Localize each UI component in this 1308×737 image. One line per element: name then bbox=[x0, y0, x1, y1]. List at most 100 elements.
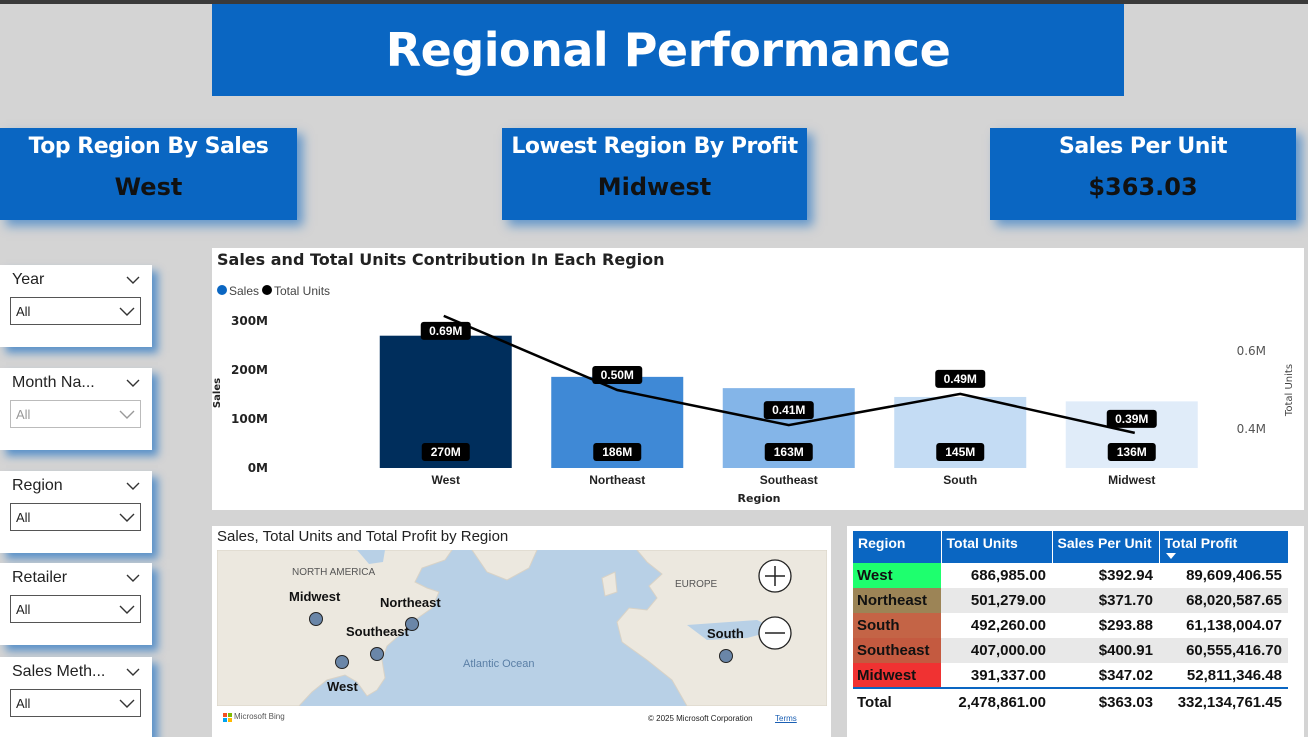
y2-tick-label: 0.4M bbox=[1237, 422, 1266, 436]
slicer-dropdown[interactable]: All bbox=[10, 297, 141, 325]
map-landmass-greenland bbox=[471, 550, 538, 581]
chevron-down-icon[interactable] bbox=[126, 479, 140, 493]
data-label-bg bbox=[1107, 443, 1156, 461]
chevron-down-icon[interactable] bbox=[126, 376, 140, 390]
sort-descending-icon bbox=[1165, 553, 1176, 559]
kpi-value: West bbox=[114, 173, 183, 201]
data-label-bg bbox=[592, 366, 643, 384]
region-table: Region Total Units Sales Per Unit Total … bbox=[853, 531, 1289, 716]
column-header-total-units[interactable]: Total Units bbox=[941, 531, 1053, 563]
data-label-units: 0.49M bbox=[944, 372, 977, 386]
data-label-bg bbox=[764, 443, 813, 461]
data-label-sales: 186M bbox=[602, 445, 632, 459]
cell-total-units: 501,279.00 bbox=[941, 588, 1052, 613]
cell-sales-per-unit: $363.03 bbox=[1052, 687, 1159, 716]
cell-total-label: Total bbox=[853, 687, 941, 716]
map-bubble-west[interactable] bbox=[335, 655, 349, 669]
chevron-down-icon bbox=[119, 410, 135, 419]
map-bubble-south[interactable] bbox=[719, 649, 733, 663]
chevron-down-icon bbox=[119, 513, 135, 522]
cell-sales-per-unit: $400.91 bbox=[1052, 638, 1159, 663]
map-bubble-midwest[interactable] bbox=[309, 612, 323, 626]
x-category-label: West bbox=[432, 473, 460, 487]
map-terms-link[interactable]: Terms bbox=[775, 714, 797, 723]
table-row[interactable]: West 686,985.00 $392.94 89,609,406.55 bbox=[853, 563, 1288, 588]
chart-legend[interactable]: Sales Total Units bbox=[217, 284, 330, 298]
map-point-label: Northeast bbox=[380, 595, 441, 610]
data-label-bg bbox=[936, 443, 985, 461]
window-top-bar bbox=[0, 0, 1308, 4]
zoom-out-button[interactable] bbox=[758, 616, 792, 650]
plus-icon bbox=[765, 566, 785, 586]
chevron-down-icon[interactable] bbox=[126, 571, 140, 585]
slicer-dropdown[interactable]: All bbox=[10, 503, 141, 531]
table-total-row: Total 2,478,861.00 $363.03 332,134,761.45 bbox=[853, 687, 1288, 716]
map-copyright: © 2025 Microsoft Corporation bbox=[648, 714, 753, 723]
kpi-value: $363.03 bbox=[1088, 173, 1198, 201]
data-label-sales: 270M bbox=[431, 445, 461, 459]
slicer-value: All bbox=[16, 602, 31, 617]
data-label-bg bbox=[421, 443, 470, 461]
column-header-label: Total Profit bbox=[1164, 535, 1238, 551]
chevron-down-icon[interactable] bbox=[126, 665, 140, 679]
y-tick-label: 100M bbox=[231, 412, 268, 426]
map-label-ocean: Atlantic Ocean bbox=[463, 658, 535, 670]
cell-total-units: 686,985.00 bbox=[970, 567, 1046, 584]
y2-tick-label: 0.6M bbox=[1237, 344, 1266, 358]
cell-total-units: 2,478,861.00 bbox=[941, 687, 1052, 716]
map-bubble-northeast[interactable] bbox=[405, 617, 419, 631]
legend-units-marker bbox=[262, 285, 272, 295]
slicer-title: Region bbox=[12, 477, 63, 494]
slicer-title: Sales Meth... bbox=[12, 663, 106, 680]
slicer-dropdown[interactable]: All bbox=[10, 689, 141, 717]
slicer-title: Month Na... bbox=[12, 374, 95, 391]
map-title: Sales, Total Units and Total Profit by R… bbox=[217, 528, 509, 545]
cell-total-profit: 60,555,416.70 bbox=[1159, 638, 1288, 663]
y-axis-title: Sales bbox=[212, 378, 223, 408]
map-landmass-uk bbox=[601, 571, 618, 597]
column-header-sales-per-unit[interactable]: Sales Per Unit bbox=[1052, 531, 1160, 563]
cell-total-profit: 52,811,346.48 bbox=[1186, 666, 1282, 684]
map-bubble-southeast[interactable] bbox=[370, 647, 384, 661]
kpi-label: Lowest Region By Profit bbox=[511, 134, 798, 159]
cell-region: Southeast bbox=[853, 638, 941, 663]
slicer-dropdown[interactable]: All bbox=[10, 595, 141, 623]
legend-sales-marker bbox=[217, 285, 227, 295]
x-category-label: South bbox=[943, 473, 977, 487]
data-label-bg bbox=[593, 443, 642, 461]
chevron-down-icon bbox=[119, 605, 135, 614]
slicer-value: All bbox=[16, 696, 31, 711]
map-canvas[interactable]: NORTH AMERICA EUROPE Atlantic Ocean Midw… bbox=[217, 550, 827, 706]
cell-region: Northeast bbox=[853, 588, 941, 613]
kpi-card-lowest-region: Lowest Region By Profit Midwest bbox=[502, 128, 807, 220]
x-axis-title: Region bbox=[738, 492, 781, 505]
cell-total-units: 391,337.00 bbox=[970, 666, 1046, 684]
y2-axis-title: Total Units bbox=[1284, 364, 1295, 417]
data-label-bg bbox=[420, 321, 471, 340]
kpi-card-top-region: Top Region By Sales West bbox=[0, 128, 297, 220]
zoom-in-button[interactable] bbox=[758, 559, 792, 593]
table-row[interactable]: Southeast 407,000.00 $400.91 60,555,416.70 bbox=[853, 638, 1288, 663]
slicer-value: All bbox=[16, 407, 31, 422]
slicer-retailer: Retailer All bbox=[0, 563, 152, 645]
data-label-bg bbox=[1106, 409, 1157, 428]
slicer-dropdown[interactable]: All bbox=[10, 400, 141, 428]
chevron-down-icon bbox=[119, 699, 135, 708]
chevron-down-icon[interactable] bbox=[126, 273, 140, 287]
page-title: Regional Performance bbox=[385, 23, 951, 77]
table-row[interactable]: Northeast 501,279.00 $371.70 68,020,587.65 bbox=[853, 588, 1288, 613]
table-row[interactable]: Midwest 391,337.00 $347.02 52,811,346.48 bbox=[853, 663, 1288, 688]
microsoft-logo-icon bbox=[223, 713, 232, 722]
cell-total-profit: 89,609,406.55 bbox=[1186, 567, 1282, 584]
data-label-units: 0.39M bbox=[1115, 412, 1148, 426]
column-header-region[interactable]: Region bbox=[853, 531, 942, 563]
slicer-title: Retailer bbox=[12, 569, 68, 586]
cell-sales-per-unit: $293.88 bbox=[1098, 617, 1153, 634]
data-label-sales: 163M bbox=[774, 445, 804, 459]
table-row[interactable]: South 492,260.00 $293.88 61,138,004.07 bbox=[853, 613, 1288, 638]
kpi-label: Sales Per Unit bbox=[1058, 134, 1228, 159]
data-label-bg bbox=[763, 401, 814, 420]
chart-title: Sales and Total Units Contribution In Ea… bbox=[217, 250, 665, 269]
y-tick-label: 300M bbox=[231, 314, 268, 328]
column-header-total-profit[interactable]: Total Profit bbox=[1159, 531, 1289, 563]
